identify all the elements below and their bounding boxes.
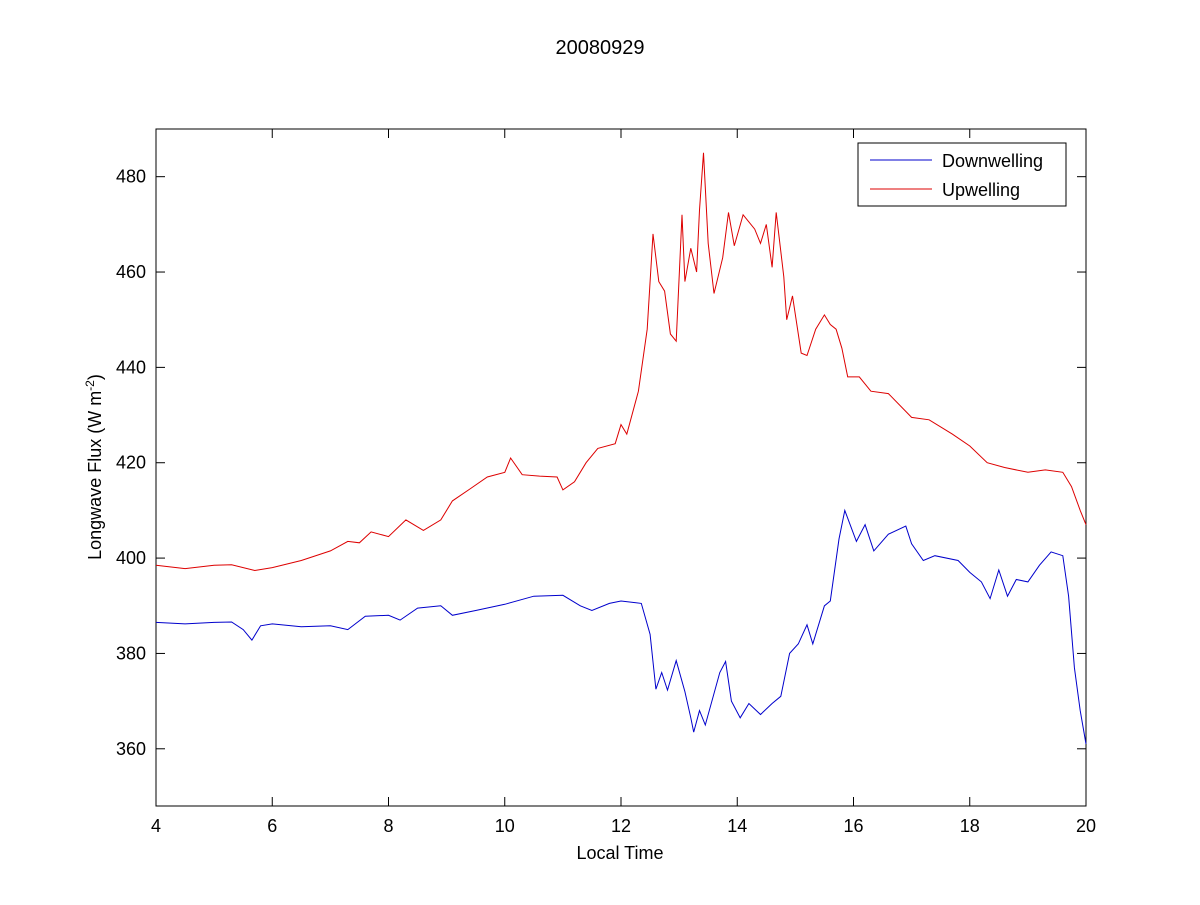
y-tick-label: 440 xyxy=(116,357,146,377)
y-axis-label-superscript: -2 xyxy=(83,380,97,391)
legend-box xyxy=(857,142,1067,207)
y-tick-label: 420 xyxy=(116,453,146,473)
y-axis-label-suffix: ) xyxy=(85,374,105,380)
series-line-downwelling xyxy=(155,508,1087,745)
x-axis-label: Local Time xyxy=(576,843,663,863)
y-tick-label: 460 xyxy=(116,262,146,282)
legend-label-downwelling: Downwelling xyxy=(942,151,1043,171)
y-tick-label: 380 xyxy=(116,643,146,663)
legend: Downwelling Upwelling xyxy=(857,142,1067,207)
y-tick-label: 480 xyxy=(116,167,146,187)
y-axis-label-main: Longwave Flux (W m xyxy=(85,391,105,560)
chart-title: 20080929 xyxy=(556,37,645,59)
y-tick-label: 400 xyxy=(116,548,146,568)
plot-area xyxy=(155,128,1087,807)
x-tick-label: 12 xyxy=(611,816,631,836)
x-tick-label: 16 xyxy=(843,816,863,836)
x-tick-label: 8 xyxy=(383,816,393,836)
x-tick-label: 20 xyxy=(1076,816,1096,836)
x-tick-label: 10 xyxy=(495,816,515,836)
x-tick-label: 18 xyxy=(960,816,980,836)
y-axis-label: Longwave Flux (W m-2) xyxy=(83,374,105,560)
y-tick-label: 360 xyxy=(116,739,146,759)
x-tick-label: 6 xyxy=(267,816,277,836)
series-line-upwelling xyxy=(155,152,1087,572)
x-tick-label: 4 xyxy=(151,816,161,836)
x-tick-label: 14 xyxy=(727,816,747,836)
legend-label-upwelling: Upwelling xyxy=(942,180,1020,200)
